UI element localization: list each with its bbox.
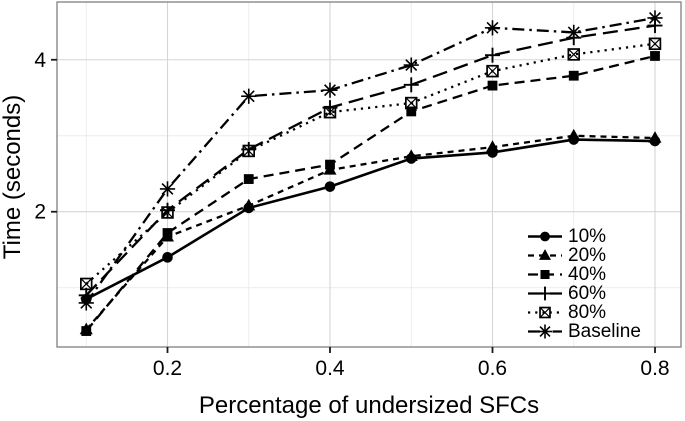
plus-marker-icon (403, 77, 419, 93)
series-line (85, 134, 656, 331)
boxed-x-marker-icon (648, 37, 662, 51)
legend-label: Baseline (568, 321, 641, 342)
filled-square-marker-icon (325, 159, 335, 170)
series-80pct (79, 37, 662, 291)
filled-square-marker-icon (81, 326, 92, 336)
boxed-x-marker-icon (79, 277, 93, 291)
asterisk-marker-icon (78, 295, 94, 311)
legend-key-filled-square (528, 269, 562, 280)
boxed-x-marker-icon (323, 105, 337, 119)
filled-square-marker-icon (650, 51, 660, 61)
boxed-x-marker-icon (486, 64, 499, 78)
legend-item-10pct: 10% (527, 227, 641, 246)
plus-marker-icon (538, 286, 552, 301)
panel-border (56, 1, 682, 348)
filled-square-marker-icon (243, 174, 254, 184)
x-tick-label: 0.8 (640, 357, 669, 380)
legend: 10% 20% 40% 60% 80% Baseline (527, 227, 641, 341)
plus-marker-icon (485, 47, 500, 63)
asterisk-marker-icon (322, 82, 338, 98)
axis-ticks: 0.2 0.4 0.6 0.8 2 4 (34, 49, 669, 380)
filled-triangle-marker-icon (242, 198, 256, 211)
filled-triangle-marker-icon (539, 249, 551, 260)
boxed-x-marker-icon (567, 48, 580, 61)
x-tick-label: 0.4 (315, 357, 345, 380)
legend-item-40pct: 40% (527, 265, 641, 284)
series-40pct (81, 51, 660, 336)
legend-item-60pct: 60% (527, 284, 641, 303)
y-tick-label: 4 (34, 49, 46, 72)
filled-triangle-marker-icon (404, 149, 418, 161)
boxed-x-marker-icon (242, 144, 256, 158)
filled-circle-marker-icon (162, 252, 173, 263)
asterisk-marker-icon (647, 10, 663, 26)
series-line (85, 138, 656, 301)
legend-key-asterisk (528, 324, 562, 339)
y-tick-label: 2 (34, 201, 46, 224)
y-axis-title: Time (seconds) (0, 94, 26, 260)
filled-circle-marker-icon (540, 231, 550, 242)
legend-key-filled-triangle (528, 249, 562, 260)
legend-label: 60% (568, 283, 607, 304)
legend-key-boxed-x (528, 306, 562, 319)
asterisk-marker-icon (241, 88, 257, 104)
legend-label: 80% (568, 302, 607, 323)
legend-item-baseline: Baseline (527, 322, 641, 341)
legend-label: 40% (568, 264, 607, 285)
legend-item-20pct: 20% (527, 246, 641, 265)
asterisk-marker-icon (159, 181, 176, 197)
series-line (85, 24, 656, 297)
series-baseline (78, 10, 663, 311)
asterisk-marker-icon (538, 324, 552, 339)
filled-square-marker-icon (540, 269, 550, 280)
legend-key-plus (528, 286, 562, 301)
filled-circle-marker-icon (324, 181, 336, 192)
x-axis-title: Percentage of undersized SFCs (198, 392, 540, 419)
asterisk-marker-icon (403, 57, 419, 73)
asterisk-marker-icon (566, 24, 582, 40)
filled-triangle-marker-icon (567, 128, 581, 141)
filled-square-marker-icon (406, 106, 417, 117)
legend-item-80pct: 80% (527, 303, 641, 322)
filled-square-marker-icon (162, 228, 173, 238)
series-line (85, 54, 656, 332)
filled-triangle-marker-icon (486, 140, 499, 152)
x-tick-label: 0.2 (153, 357, 182, 380)
boxed-x-marker-icon (405, 96, 418, 110)
asterisk-marker-icon (484, 20, 501, 36)
legend-key-filled-circle (528, 231, 562, 242)
filled-triangle-marker-icon (648, 131, 662, 143)
filled-square-marker-icon (487, 80, 498, 91)
boxed-x-marker-icon (161, 206, 174, 219)
legend-label: 20% (568, 245, 607, 266)
x-tick-label: 0.6 (478, 357, 507, 380)
legend-label: 10% (568, 226, 607, 247)
boxed-x-marker-icon (539, 306, 551, 319)
filled-square-marker-icon (568, 70, 579, 81)
